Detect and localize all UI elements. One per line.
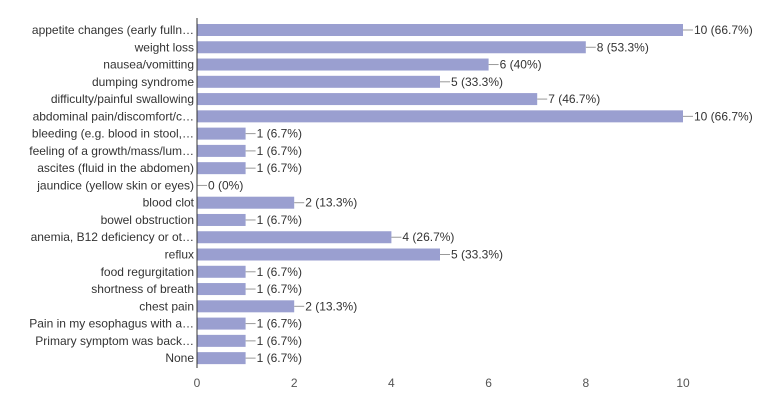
category-label: nausea/vomitting — [103, 58, 194, 72]
data-label: 10 (66.7%) — [694, 109, 753, 123]
category-label: blood clot — [143, 196, 195, 210]
data-label: 1 (6.7%) — [257, 265, 302, 279]
data-label: 1 (6.7%) — [257, 282, 302, 296]
category-label: bleeding (e.g. blood in stool,… — [32, 127, 194, 141]
bar — [197, 196, 295, 209]
data-label: 1 (6.7%) — [257, 127, 302, 141]
category-label: difficulty/painful swallowing — [51, 92, 194, 106]
category-label: reflux — [165, 248, 194, 262]
bar — [197, 283, 246, 296]
data-label: 1 (6.7%) — [257, 351, 302, 365]
data-label: 1 (6.7%) — [257, 144, 302, 158]
data-label: 7 (46.7%) — [548, 92, 600, 106]
category-label: appetite changes (early fulln… — [32, 23, 194, 37]
category-label: jaundice (yellow skin or eyes) — [36, 178, 194, 192]
bar — [197, 24, 683, 36]
bar — [197, 144, 246, 157]
x-tick-label: 10 — [676, 376, 690, 390]
category-label: anemia, B12 deficiency or ot… — [31, 230, 194, 244]
category-label: Pain in my esophagus with a… — [29, 317, 194, 331]
category-label: None — [165, 351, 194, 365]
data-label: 1 (6.7%) — [257, 161, 302, 175]
data-label: 4 (26.7%) — [402, 230, 454, 244]
x-tick-label: 2 — [291, 376, 298, 390]
bar — [197, 93, 538, 106]
data-label: 1 (6.7%) — [257, 213, 302, 227]
data-label: 5 (33.3%) — [451, 248, 503, 262]
bar — [197, 352, 246, 365]
category-label: dumping syndrome — [92, 75, 194, 89]
category-label: ascites (fluid in the abdomen) — [37, 161, 194, 175]
bar — [197, 75, 440, 88]
bar — [197, 41, 586, 54]
category-label: Primary symptom was back… — [35, 334, 194, 348]
bar — [197, 110, 683, 123]
bar — [197, 127, 246, 140]
category-label: chest pain — [139, 299, 194, 313]
bar — [197, 162, 246, 175]
x-tick-label: 4 — [388, 376, 395, 390]
bar — [197, 213, 246, 226]
bar — [197, 300, 295, 313]
category-label: abdominal pain/discomfort/c… — [33, 109, 194, 123]
x-tick-label: 8 — [582, 376, 589, 390]
category-label: feeling of a growth/mass/lum… — [29, 144, 194, 158]
data-label: 2 (13.3%) — [305, 196, 357, 210]
bar — [197, 231, 392, 244]
bar — [197, 58, 489, 71]
category-label: bowel obstruction — [101, 213, 194, 227]
category-label: weight loss — [134, 40, 194, 54]
category-label: shortness of breath — [91, 282, 194, 296]
bar — [197, 317, 246, 330]
x-tick-label: 0 — [194, 376, 201, 390]
data-label: 1 (6.7%) — [257, 317, 302, 331]
category-label: food regurgitation — [101, 265, 194, 279]
data-label: 8 (53.3%) — [597, 40, 649, 54]
bar — [197, 334, 246, 347]
bar — [197, 248, 440, 261]
data-label: 2 (13.3%) — [305, 299, 357, 313]
data-label: 0 (0%) — [208, 178, 243, 192]
data-label: 1 (6.7%) — [257, 334, 302, 348]
data-label: 10 (66.7%) — [694, 23, 753, 37]
x-tick-label: 6 — [485, 376, 492, 390]
data-label: 5 (33.3%) — [451, 75, 503, 89]
bar — [197, 265, 246, 278]
data-label: 6 (40%) — [500, 58, 542, 72]
